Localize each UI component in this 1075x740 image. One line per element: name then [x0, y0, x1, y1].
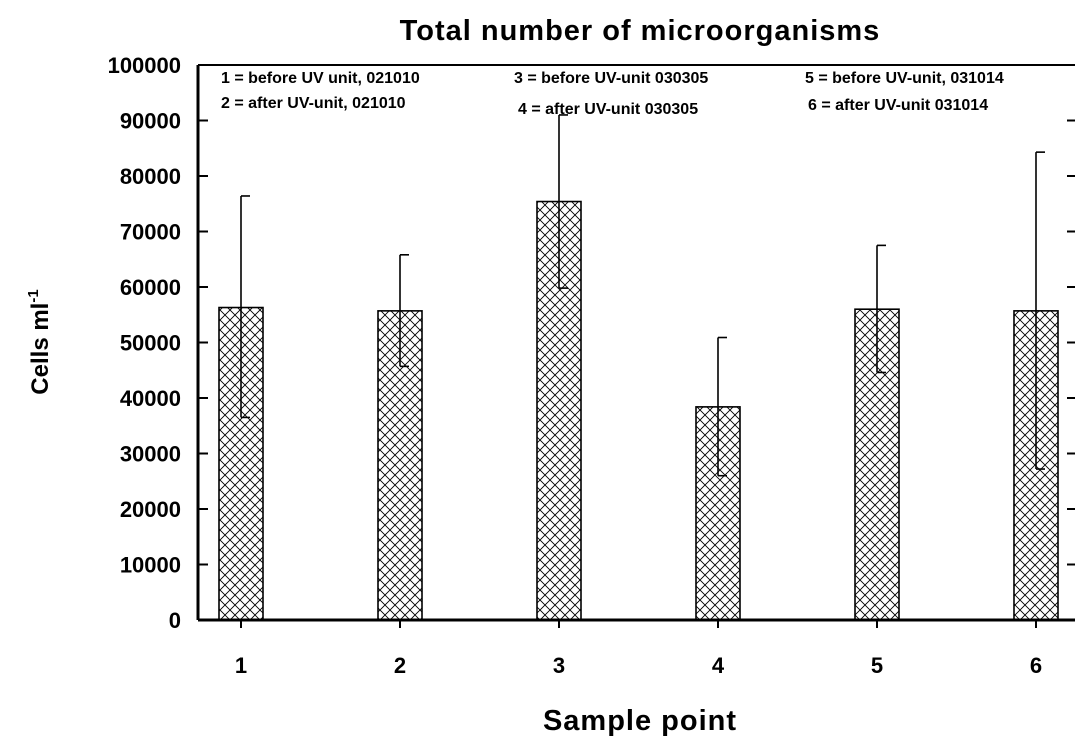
y-tick-label: 60000	[120, 275, 181, 300]
y-tick-label: 50000	[120, 331, 181, 356]
y-tick-label: 90000	[120, 109, 181, 134]
legend: 1 = before UV unit, 021010 2 = after UV-…	[221, 70, 1004, 118]
y-tick-label: 80000	[120, 164, 181, 189]
y-tick-label: 0	[169, 608, 181, 633]
y-tick-label: 30000	[120, 442, 181, 467]
x-axis-label: Sample point	[543, 705, 737, 737]
svg-text:Cells ml-1: Cells ml-1	[25, 289, 54, 394]
x-tick-label: 6	[1030, 653, 1042, 678]
legend-item-3: 3 = before UV-unit 030305	[514, 70, 708, 87]
x-tick-label: 4	[712, 653, 725, 678]
legend-item-5: 5 = before UV-unit, 031014	[805, 70, 1004, 87]
x-tick-label: 3	[553, 653, 565, 678]
y-tick-label: 100000	[108, 53, 181, 78]
y-axis-label-superscript: -1	[25, 289, 42, 302]
x-tick-label: 1	[235, 653, 247, 678]
y-axis-label: Cells ml-1	[25, 289, 54, 394]
x-tick-label: 2	[394, 653, 406, 678]
y-tick-label: 20000	[120, 497, 181, 522]
x-tick-label: 5	[871, 653, 883, 678]
y-tick-label: 10000	[120, 553, 181, 578]
legend-item-4: 4 = after UV-unit 030305	[518, 101, 698, 118]
legend-item-2: 2 = after UV-unit, 021010	[221, 95, 406, 112]
legend-item-1: 1 = before UV unit, 021010	[221, 70, 420, 87]
y-axis-label-text: Cells ml	[27, 303, 54, 395]
plot-area: 0 10000 20000 30000 40000 50000 60000 70000 8000…	[108, 53, 1075, 678]
chart-title: Total number of microorganisms	[400, 15, 881, 47]
y-tick-label: 70000	[120, 220, 181, 245]
legend-item-6: 6 = after UV-unit 031014	[808, 97, 988, 114]
y-tick-label: 40000	[120, 386, 181, 411]
